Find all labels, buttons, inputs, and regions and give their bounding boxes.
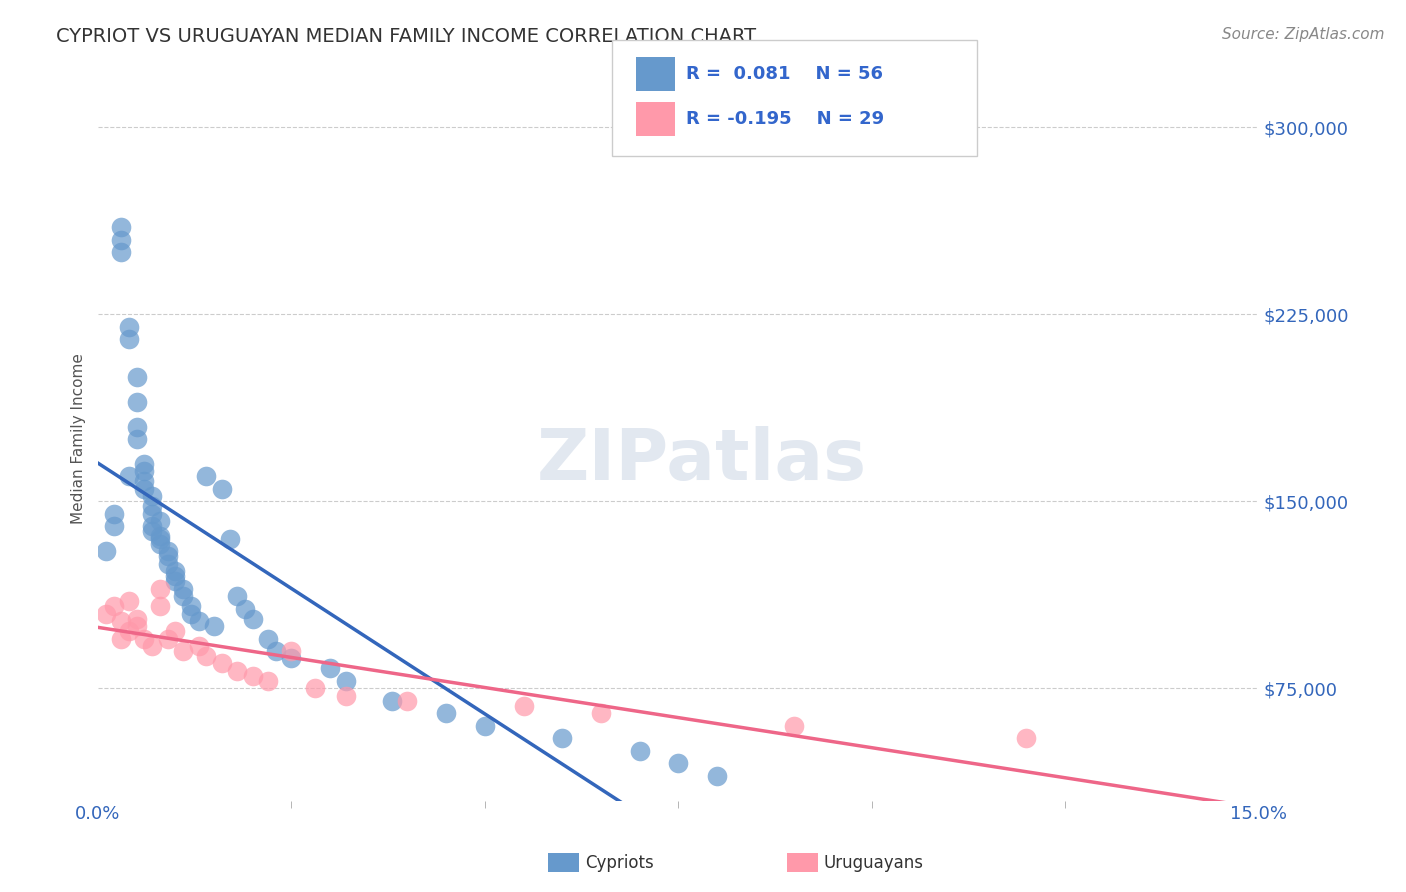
Point <box>381 694 404 708</box>
Point <box>226 664 249 678</box>
Point <box>233 601 256 615</box>
Text: Source: ZipAtlas.com: Source: ZipAtlas.com <box>1222 27 1385 42</box>
Point <box>149 537 172 551</box>
Text: R =  0.081    N = 56: R = 0.081 N = 56 <box>686 65 883 83</box>
Point <box>165 564 187 578</box>
Point <box>474 719 496 733</box>
Point <box>165 569 187 583</box>
Point <box>242 669 264 683</box>
Point <box>242 611 264 625</box>
Point <box>280 644 302 658</box>
Point <box>134 632 156 646</box>
Text: Cypriots: Cypriots <box>585 854 654 871</box>
Point <box>125 419 148 434</box>
Point <box>195 648 218 663</box>
Point <box>211 657 233 671</box>
Point <box>319 661 342 675</box>
Point <box>551 731 574 746</box>
Point <box>149 599 172 613</box>
Y-axis label: Median Family Income: Median Family Income <box>72 353 86 524</box>
Point <box>149 529 172 543</box>
Point <box>125 432 148 446</box>
Point <box>156 557 179 571</box>
Point <box>172 582 194 596</box>
Point <box>783 719 806 733</box>
Point <box>156 549 179 564</box>
Point <box>165 574 187 589</box>
Point <box>156 632 179 646</box>
Point <box>134 465 156 479</box>
Point <box>125 394 148 409</box>
Point <box>666 756 689 771</box>
Point <box>141 507 163 521</box>
Point <box>165 624 187 638</box>
Point <box>118 594 141 608</box>
Point <box>134 475 156 489</box>
Point <box>434 706 457 721</box>
Point <box>110 245 132 260</box>
Point <box>280 651 302 665</box>
Point <box>1015 731 1038 746</box>
Point <box>257 673 280 688</box>
Point <box>264 644 287 658</box>
Point <box>202 619 225 633</box>
Point <box>180 599 202 613</box>
Point <box>141 500 163 514</box>
Point <box>94 544 117 558</box>
Point <box>141 519 163 533</box>
Point <box>118 319 141 334</box>
Point <box>118 624 141 638</box>
Point <box>335 689 357 703</box>
Point <box>103 519 125 533</box>
Point <box>304 681 326 696</box>
Point <box>134 482 156 496</box>
Point <box>211 482 233 496</box>
Point <box>628 744 651 758</box>
Point <box>118 332 141 346</box>
Point <box>110 632 132 646</box>
Point <box>149 532 172 546</box>
Point <box>226 589 249 603</box>
Text: CYPRIOT VS URUGUAYAN MEDIAN FAMILY INCOME CORRELATION CHART: CYPRIOT VS URUGUAYAN MEDIAN FAMILY INCOM… <box>56 27 756 45</box>
Point <box>187 614 209 628</box>
Point <box>103 599 125 613</box>
Point <box>149 514 172 528</box>
Point <box>257 632 280 646</box>
Point <box>149 582 172 596</box>
Point <box>125 369 148 384</box>
Point <box>134 457 156 471</box>
Point <box>110 220 132 235</box>
Point <box>172 589 194 603</box>
Point <box>141 489 163 503</box>
Point <box>156 544 179 558</box>
Point <box>118 469 141 483</box>
Text: ZIPatlas: ZIPatlas <box>537 426 866 495</box>
Point <box>125 619 148 633</box>
Point <box>141 639 163 653</box>
Point <box>195 469 218 483</box>
Point <box>512 698 534 713</box>
Point <box>110 614 132 628</box>
Point <box>180 607 202 621</box>
Point <box>335 673 357 688</box>
Point <box>172 644 194 658</box>
Point <box>589 706 612 721</box>
Point <box>94 607 117 621</box>
Point <box>396 694 419 708</box>
Point <box>706 769 728 783</box>
Point <box>110 233 132 247</box>
Point <box>187 639 209 653</box>
Point <box>218 532 240 546</box>
Point <box>141 524 163 539</box>
Text: Uruguayans: Uruguayans <box>824 854 924 871</box>
Point <box>125 611 148 625</box>
Point <box>103 507 125 521</box>
Text: R = -0.195    N = 29: R = -0.195 N = 29 <box>686 110 884 128</box>
